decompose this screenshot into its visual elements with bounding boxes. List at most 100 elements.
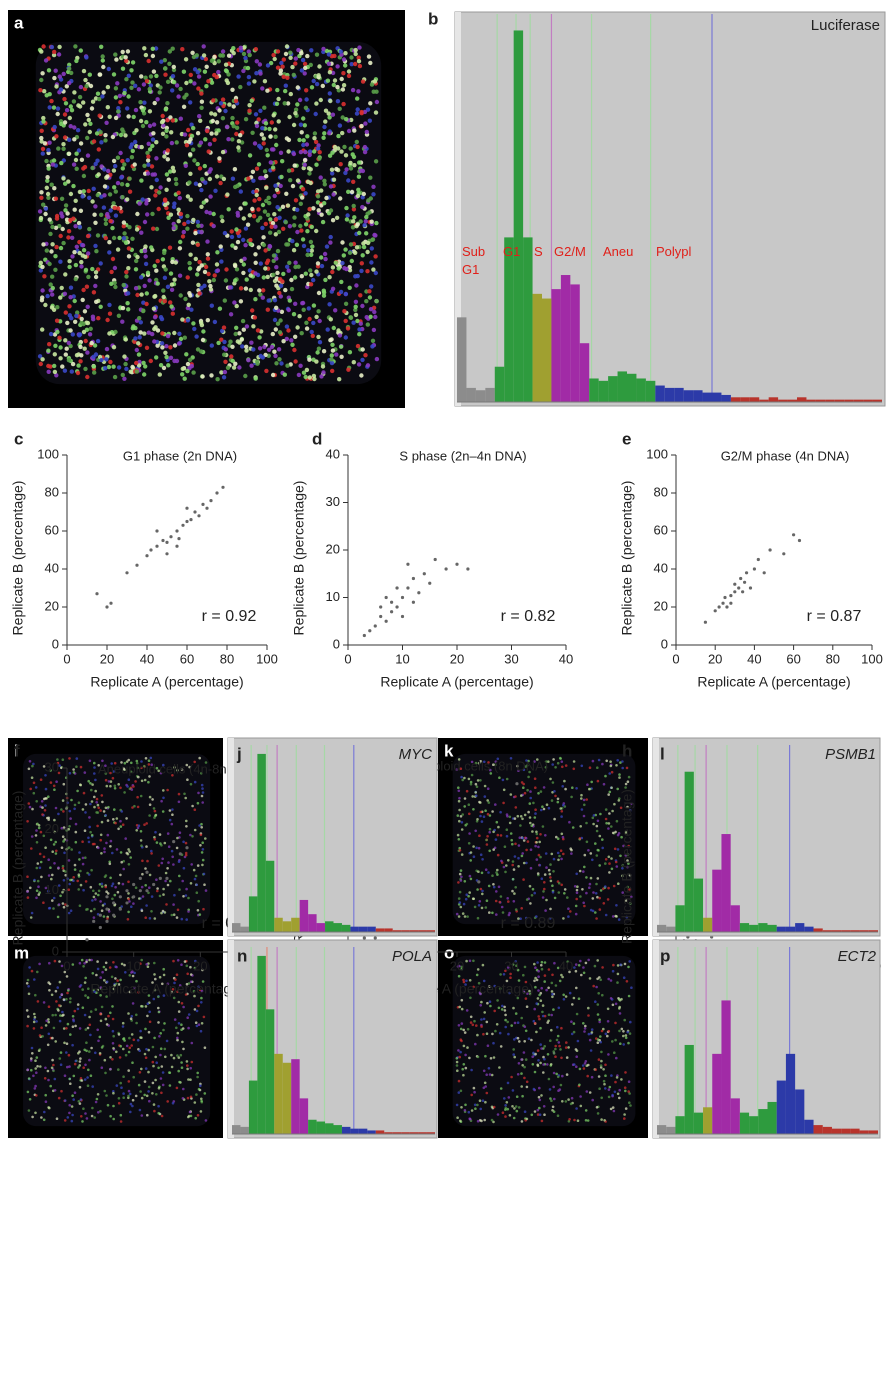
cell: [58, 74, 62, 78]
cell: [53, 268, 57, 272]
cell: [322, 349, 326, 353]
cell: [344, 335, 348, 339]
scatter-point: [753, 567, 756, 570]
cell: [579, 825, 582, 828]
cell: [288, 56, 292, 60]
cell: [231, 46, 235, 50]
cell: [199, 205, 203, 209]
histogram-bar: [675, 1116, 684, 1134]
cell: [596, 830, 599, 833]
cell: [91, 355, 95, 359]
cell: [130, 905, 133, 908]
cell: [495, 890, 498, 893]
cell: [237, 139, 241, 143]
cell: [358, 64, 362, 68]
cell: [27, 979, 30, 982]
cell: [45, 248, 49, 252]
cell: [580, 974, 583, 977]
histogram-bar: [712, 870, 721, 932]
cell: [102, 904, 105, 907]
cell: [192, 158, 196, 162]
cell: [129, 788, 132, 791]
cell: [87, 987, 90, 990]
cell: [262, 275, 266, 279]
cell: [78, 345, 82, 349]
cell: [87, 1027, 90, 1030]
cell: [503, 789, 506, 792]
cell: [618, 1030, 621, 1033]
cell: [112, 1047, 115, 1050]
cell: [122, 868, 125, 871]
histogram-bar: [795, 923, 804, 932]
cell: [48, 989, 51, 992]
cell: [546, 803, 549, 806]
cell: [120, 1086, 123, 1089]
cell: [151, 895, 154, 898]
cell: [185, 894, 188, 897]
cell: [575, 873, 578, 876]
cell: [246, 223, 250, 227]
cell: [575, 913, 578, 916]
cell: [103, 966, 106, 969]
cell: [31, 1116, 34, 1119]
cell: [567, 1098, 570, 1101]
cell: [164, 842, 167, 845]
cell: [597, 877, 600, 880]
cell: [51, 1067, 54, 1070]
cell: [135, 348, 139, 352]
cell: [264, 222, 268, 226]
cell: [220, 219, 224, 223]
cell: [459, 849, 462, 852]
cell: [575, 787, 578, 790]
cell: [134, 780, 137, 783]
cell: [608, 812, 611, 815]
cell: [54, 245, 58, 249]
cell: [157, 207, 161, 211]
cell: [349, 316, 353, 320]
scatter-point: [412, 601, 415, 604]
cell: [578, 964, 581, 967]
cell: [144, 198, 148, 202]
cell: [559, 757, 562, 760]
cell: [40, 71, 44, 75]
cell: [594, 965, 597, 968]
panel-label: a: [14, 13, 24, 32]
cell: [188, 79, 192, 83]
cell: [242, 52, 246, 56]
cell: [279, 68, 283, 72]
cell: [468, 832, 471, 835]
cell: [462, 912, 465, 915]
cell: [143, 364, 147, 368]
cell: [52, 364, 56, 368]
cell: [120, 195, 124, 199]
cell: [129, 856, 132, 859]
cell: [286, 328, 290, 332]
cell: [39, 261, 43, 265]
cell: [196, 70, 200, 74]
cell: [70, 236, 74, 240]
cell: [81, 1079, 84, 1082]
cell: [457, 881, 460, 884]
cell: [600, 1118, 603, 1121]
cell: [531, 1055, 534, 1058]
cell: [561, 833, 564, 836]
cell: [176, 916, 179, 919]
y-tick-label: 100: [37, 446, 59, 461]
cell: [31, 765, 34, 768]
cell: [502, 802, 505, 805]
cell: [608, 1030, 611, 1033]
cell: [293, 163, 297, 167]
cell: [66, 1042, 69, 1045]
cell: [71, 362, 75, 366]
cell: [59, 996, 62, 999]
cell: [277, 230, 281, 234]
cell: [171, 1066, 174, 1069]
cell: [36, 841, 39, 844]
cell: [68, 1078, 71, 1081]
cell: [145, 1067, 148, 1070]
cell: [521, 837, 524, 840]
scatter-point: [714, 609, 717, 612]
cell: [215, 75, 219, 79]
cell: [338, 123, 342, 127]
cell: [286, 149, 290, 153]
